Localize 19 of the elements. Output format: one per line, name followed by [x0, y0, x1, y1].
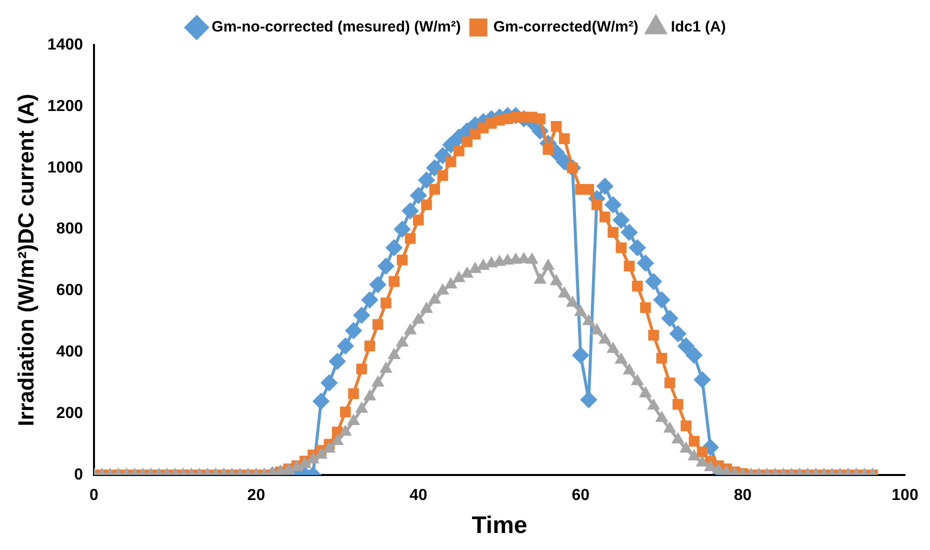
y-tick-label: 200 — [56, 404, 84, 422]
x-tick-label: 40 — [410, 487, 428, 504]
x-tick-label: 20 — [247, 487, 266, 504]
x-tick-label: 60 — [572, 487, 590, 504]
legend-label: Gm-corrected(W/m²) — [493, 18, 638, 36]
y-tick-label: 1000 — [47, 159, 84, 176]
y-tick-label: 1400 — [47, 36, 84, 54]
x-tick-label: 100 — [892, 487, 918, 504]
legend-label: Idc1 (A) — [670, 18, 726, 36]
y-tick-label: 800 — [56, 220, 84, 238]
x-tick-label: 0 — [90, 487, 99, 504]
y-axis-title: Irradiation (W/m²)DC current (A) — [13, 94, 38, 426]
y-tick-label: 600 — [56, 282, 84, 300]
x-tick-label: 80 — [734, 487, 752, 504]
legend-label: Gm-no-corrected (mesured) (W/m²) — [212, 18, 461, 36]
y-tick-label: 400 — [56, 344, 84, 361]
y-tick-label: 0 — [74, 466, 84, 484]
y-tick-label: 1200 — [47, 98, 84, 115]
x-axis-title: Time — [472, 512, 528, 540]
